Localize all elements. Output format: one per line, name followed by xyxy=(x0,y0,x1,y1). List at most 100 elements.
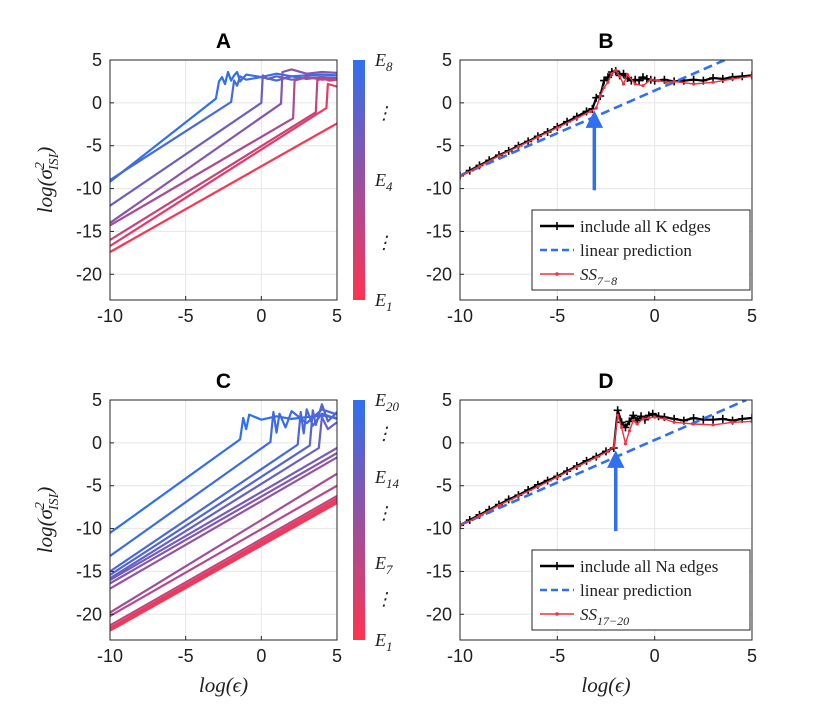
series-marker-red xyxy=(692,82,696,86)
series-marker-red xyxy=(616,413,620,418)
series-marker-red xyxy=(672,420,676,424)
axes-frame xyxy=(459,399,753,641)
series-marker-black xyxy=(648,409,657,418)
series-marker-red xyxy=(627,429,631,433)
x-tick-label: 0 xyxy=(650,306,660,326)
y-tick-label: -5 xyxy=(86,476,102,496)
series-marker-red xyxy=(633,82,637,86)
series-marker-red xyxy=(575,116,579,120)
y-tick-label: -10 xyxy=(76,179,102,199)
series-line-9 xyxy=(110,484,337,617)
x-tick-label: 0 xyxy=(650,646,660,666)
series-marker-red xyxy=(497,503,501,508)
plot-area xyxy=(110,60,337,300)
series-group xyxy=(110,68,337,253)
series-marker-red xyxy=(588,109,593,114)
series-marker-red xyxy=(477,514,482,518)
x-tick-label: 0 xyxy=(256,306,266,326)
series-marker-black xyxy=(748,71,752,80)
y-tick-label: 5 xyxy=(442,50,452,70)
x-tick-label: -5 xyxy=(549,306,565,326)
colorbar-ellipsis: ⋮ xyxy=(375,424,393,444)
series-marker-red xyxy=(536,135,540,139)
series-line-6 xyxy=(110,82,337,247)
colorbar-label: E7 xyxy=(374,553,393,577)
series-marker-red xyxy=(635,422,639,426)
colorbar-label: E4 xyxy=(374,170,393,194)
series-marker-black xyxy=(629,411,638,420)
series-marker-black xyxy=(617,418,626,427)
panel-title: D xyxy=(598,370,613,393)
y-tick-label: -20 xyxy=(426,264,452,284)
series-marker-red xyxy=(664,80,668,84)
legend-label: SS7−8 xyxy=(580,265,617,288)
y-tick-label: -15 xyxy=(426,561,452,581)
series-marker-red xyxy=(594,455,598,460)
x-tick-label: 0 xyxy=(256,646,266,666)
series-line-3 xyxy=(110,68,337,224)
y-tick-label: -5 xyxy=(436,136,452,156)
series-marker-black xyxy=(689,414,698,422)
series-line-6 xyxy=(110,452,337,585)
x-tick-label: -10 xyxy=(97,646,123,666)
y-tick-label: -15 xyxy=(76,221,102,241)
legend-marker xyxy=(553,562,561,570)
series-line-8 xyxy=(110,472,337,614)
series-marker-black xyxy=(709,415,718,424)
panel-title: B xyxy=(598,30,613,53)
x-tick-label: -10 xyxy=(97,306,123,326)
y-tick-label: -15 xyxy=(76,561,102,581)
colorbar-ellipsis: ⋮ xyxy=(375,503,393,523)
y-tick-label: 0 xyxy=(442,433,452,453)
y-axis-label: log(σ2ISI) xyxy=(33,487,62,554)
series-line-7 xyxy=(110,122,337,253)
series-group xyxy=(110,403,337,632)
legend-label: linear prediction xyxy=(580,581,692,600)
series-marker-red xyxy=(662,417,667,421)
x-tick-label: 5 xyxy=(332,646,342,666)
x-axis-label: log(ϵ) xyxy=(199,673,248,697)
y-tick-label: -10 xyxy=(426,519,452,539)
series-line-4 xyxy=(110,416,337,580)
series-marker-red xyxy=(672,79,676,84)
x-tick-label: -5 xyxy=(178,306,194,326)
colorbar-label: E20 xyxy=(374,390,400,414)
y-tick-label: -10 xyxy=(426,179,452,199)
series-marker-black xyxy=(709,74,718,82)
series-line-5 xyxy=(110,447,337,581)
series-marker-red xyxy=(730,77,735,81)
series-line-2 xyxy=(110,74,337,207)
y-tick-label: 5 xyxy=(92,50,102,70)
legend-label: linear prediction xyxy=(580,241,692,260)
series-marker-red xyxy=(625,72,630,77)
series-marker-red xyxy=(555,475,559,479)
legend-label: include all K edges xyxy=(580,217,711,236)
series-marker-black xyxy=(718,414,727,423)
axes-frame xyxy=(109,59,338,301)
series-marker-red xyxy=(536,484,540,489)
series-marker-red xyxy=(623,442,628,446)
y-tick-label: 0 xyxy=(92,93,102,113)
series-marker-red xyxy=(610,72,614,76)
series-marker-red xyxy=(602,85,606,90)
colorbar-ellipsis: ⋮ xyxy=(375,589,393,609)
x-tick-label: -5 xyxy=(178,646,194,666)
series-line-0 xyxy=(110,70,337,183)
colorbar-label: E14 xyxy=(374,467,400,491)
panel-title: C xyxy=(216,370,231,393)
series-marker-red xyxy=(497,154,501,158)
y-tick-label: -10 xyxy=(76,519,102,539)
legend-marker xyxy=(553,222,561,230)
y-tick-label: -20 xyxy=(76,264,102,284)
series-marker-red xyxy=(619,425,624,430)
colorbar xyxy=(353,60,365,300)
series-line-11 xyxy=(110,497,337,629)
axes-frame xyxy=(109,399,338,641)
legend: include all K edges linear prediction SS7−… xyxy=(531,209,751,291)
series-marker-red xyxy=(575,465,579,469)
x-tick-label: -5 xyxy=(549,646,565,666)
y-tick-label: -20 xyxy=(76,604,102,624)
series-marker-red xyxy=(711,423,715,427)
